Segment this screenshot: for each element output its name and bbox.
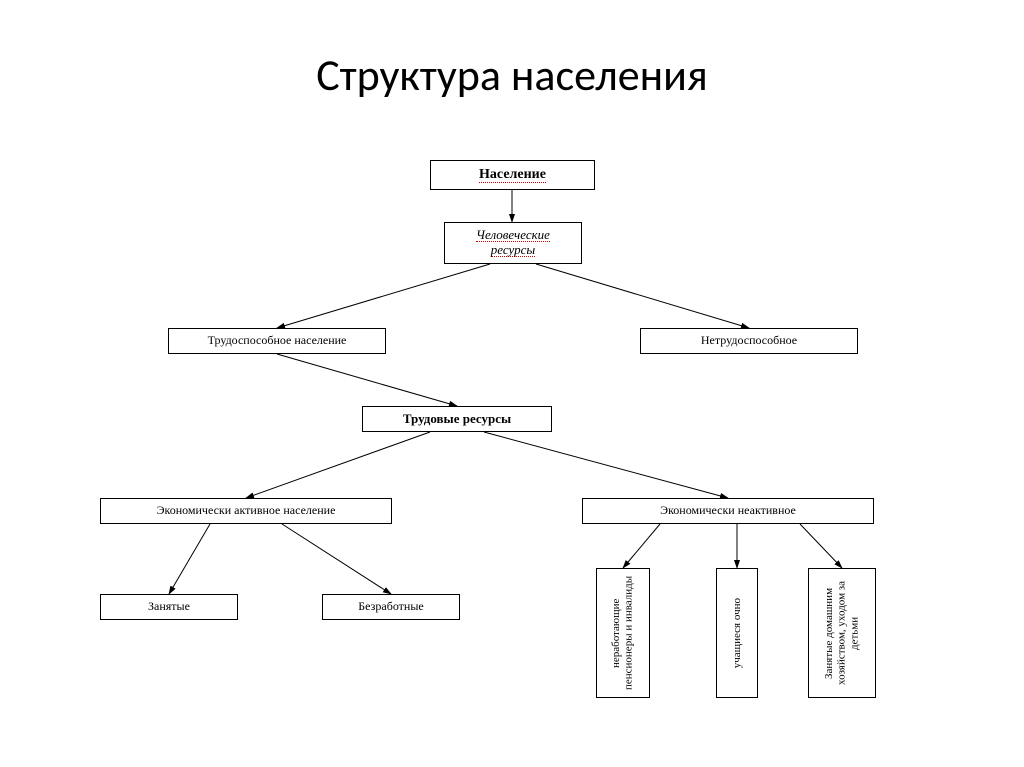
edge — [246, 432, 430, 498]
node-label: Население — [479, 168, 546, 183]
node-label: Экономически неактивное — [660, 504, 796, 518]
node-unemployed: Безработные — [322, 594, 460, 620]
edge — [277, 264, 490, 328]
node-pensioners: неработающие пенсионеры и инвалиды — [596, 568, 650, 698]
node-label: учащиеся очно — [731, 598, 744, 668]
node-econ-active: Экономически активное население — [100, 498, 392, 524]
node-able-bodied: Трудоспособное население — [168, 328, 386, 354]
node-population: Население — [430, 160, 595, 190]
node-disabled: Нетрудоспособное — [640, 328, 858, 354]
node-econ-inactive: Экономически неактивное — [582, 498, 874, 524]
node-label: Экономически активное население — [157, 504, 336, 518]
slide-title: Структура населения — [0, 48, 1024, 102]
edge — [536, 264, 749, 328]
node-household: Занятые домашним хозяйством, уходом за д… — [808, 568, 876, 698]
node-label: Занятые — [148, 600, 190, 614]
node-label: Трудоспособное население — [208, 334, 347, 348]
node-students: учащиеся очно — [716, 568, 758, 698]
node-label: Трудовые ресурсы — [403, 412, 511, 427]
edge — [623, 524, 660, 568]
slide: Структура населения Население Человеческ… — [0, 0, 1024, 767]
node-human-resources: Человеческие ресурсы — [444, 222, 582, 264]
node-label: Нетрудоспособное — [701, 334, 797, 348]
edge — [484, 432, 728, 498]
node-label: Безработные — [358, 600, 423, 614]
edge — [800, 524, 842, 568]
edge — [282, 524, 391, 594]
edge — [169, 524, 210, 594]
node-label: неработающие пенсионеры и инвалиды — [610, 575, 635, 691]
node-labor-resources: Трудовые ресурсы — [362, 406, 552, 432]
node-label: Человеческие ресурсы — [476, 228, 550, 258]
node-employed: Занятые — [100, 594, 238, 620]
node-label: Занятые домашним хозяйством, уходом за д… — [823, 575, 861, 691]
edge — [277, 354, 457, 406]
